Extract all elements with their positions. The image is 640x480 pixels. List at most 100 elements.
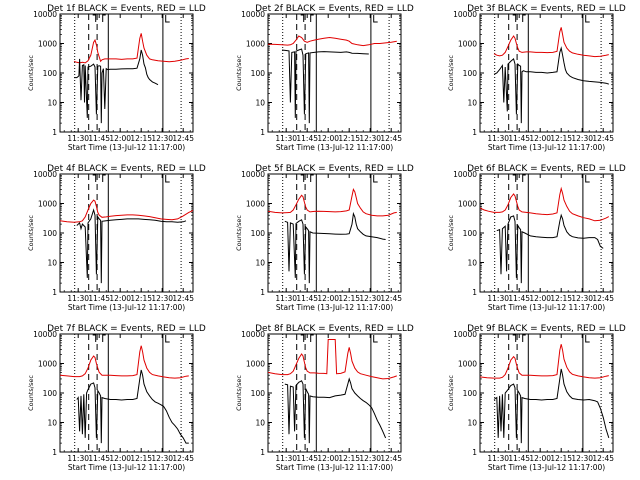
finish-marker [310, 334, 314, 342]
events-series-line [76, 369, 189, 444]
y-tick-label: 10000 [33, 10, 57, 19]
y-tick-label: 1 [52, 128, 57, 137]
x-tick-label: 12:30 [151, 294, 173, 303]
events-series-line [74, 49, 159, 124]
events-series-line [493, 368, 610, 444]
x-tick-label: 11:45 [296, 454, 318, 463]
y-tick-label: 10 [255, 99, 265, 108]
x-axis-label: Start Time (13-Jul-12 11:17:00) [276, 463, 393, 472]
finish-marker [310, 14, 314, 22]
start-marker [92, 334, 97, 342]
lld-series-line [60, 199, 193, 223]
y-tick-label: 1 [260, 448, 265, 457]
x-tick-label: 12:00 [529, 134, 551, 143]
finish-marker [310, 174, 314, 182]
panel-title: Det 5f BLACK = Events, RED = LLD [255, 164, 414, 174]
finish-marker [522, 334, 526, 342]
x-tick-label: 12:30 [571, 294, 593, 303]
lld-series-line [493, 27, 609, 58]
plot-frame [479, 333, 614, 453]
y-tick-label: 1000 [246, 40, 265, 49]
start-marker [300, 174, 305, 182]
y-tick-label: 10 [255, 259, 265, 268]
panel-title: Det 8f BLACK = Events, RED = LLD [255, 324, 414, 334]
y-axis-label: Counts/sec [27, 55, 35, 91]
start-marker [512, 334, 517, 342]
start-marker [300, 334, 305, 342]
x-axis-label: Start Time (13-Jul-12 11:17:00) [276, 143, 393, 152]
panel-5: Det 5f BLACK = Events, RED = LLD 1 10 100 10… [235, 164, 414, 312]
x-tick-label: 11:30 [67, 134, 89, 143]
y-tick-label: 1 [472, 448, 477, 457]
x-tick-label: 12:45 [172, 134, 194, 143]
x-tick-label: 11:30 [275, 134, 297, 143]
x-tick-label: 12:30 [571, 454, 593, 463]
lld-series-line [268, 339, 397, 380]
events-series-line [284, 377, 387, 444]
y-tick-label: 10000 [241, 170, 265, 179]
x-tick-label: 12:15 [550, 134, 572, 143]
y-axis-label: Counts/sec [235, 55, 243, 91]
plot-frame [59, 173, 194, 293]
panel-title: Det 6f BLACK = Events, RED = LLD [467, 164, 626, 174]
x-axis-label: Start Time (13-Jul-12 11:17:00) [276, 303, 393, 312]
panel-title: Det 4f BLACK = Events, RED = LLD [47, 164, 206, 174]
x-tick-label: 11:30 [487, 134, 509, 143]
start-marker [92, 174, 97, 182]
x-tick-label: 12:15 [550, 454, 572, 463]
events-series-line [281, 48, 369, 124]
end-marker [373, 15, 378, 23]
x-axis-label: Start Time (13-Jul-12 11:17:00) [68, 143, 185, 152]
y-axis-label: Counts/sec [235, 215, 243, 251]
y-tick-label: 100 [251, 229, 266, 238]
x-tick-label: 11:30 [67, 294, 89, 303]
x-axis-label: Start Time (13-Jul-12 11:17:00) [488, 463, 605, 472]
panel-title: Det 9f BLACK = Events, RED = LLD [467, 324, 626, 334]
lld-series-line [268, 35, 397, 47]
y-tick-label: 10 [255, 419, 265, 428]
y-axis-label: Counts/sec [27, 375, 35, 411]
start-marker [512, 14, 517, 22]
plot-frame [267, 13, 402, 133]
start-marker [92, 14, 97, 22]
finish-marker [102, 174, 106, 182]
finish-marker [522, 174, 526, 182]
y-tick-label: 10000 [453, 330, 477, 339]
panel-1: Det 1f BLACK = Events, RED = LLD 1 10 100 10… [27, 4, 206, 152]
panel-6: Det 6f BLACK = Events, RED = LLD 1 10 100 10… [447, 164, 626, 312]
end-marker [585, 175, 590, 183]
x-tick-label: 12:45 [592, 454, 614, 463]
x-tick-label: 12:45 [380, 454, 402, 463]
x-tick-label: 12:15 [130, 454, 152, 463]
x-tick-label: 12:00 [317, 454, 339, 463]
events-series-line [496, 213, 604, 284]
end-marker [585, 15, 590, 23]
x-tick-label: 12:45 [592, 294, 614, 303]
panel-9: Det 9f BLACK = Events, RED = LLD 1 10 100 10… [447, 324, 626, 472]
y-tick-label: 1 [52, 448, 57, 457]
x-tick-label: 12:00 [529, 294, 551, 303]
y-tick-label: 1000 [458, 40, 477, 49]
panel-7: Det 7f BLACK = Events, RED = LLD 1 10 100 10… [27, 324, 206, 472]
y-tick-label: 100 [251, 389, 266, 398]
y-axis-label: Counts/sec [447, 55, 455, 91]
x-axis-label: Start Time (13-Jul-12 11:17:00) [488, 303, 605, 312]
x-tick-label: 11:45 [508, 454, 530, 463]
x-tick-label: 12:45 [172, 454, 194, 463]
y-tick-label: 10000 [453, 170, 477, 179]
finish-marker [102, 334, 106, 342]
y-axis-label: Counts/sec [447, 375, 455, 411]
lld-series-line [60, 345, 189, 379]
x-tick-label: 11:45 [88, 134, 110, 143]
y-tick-label: 1000 [38, 200, 57, 209]
y-tick-label: 100 [251, 69, 266, 78]
y-tick-label: 10 [467, 99, 477, 108]
panel-title: Det 2f BLACK = Events, RED = LLD [255, 4, 414, 14]
panel-4: Det 4f BLACK = Events, RED = LLD 1 10 100 10… [27, 164, 206, 312]
x-tick-label: 12:30 [151, 454, 173, 463]
end-marker [373, 175, 378, 183]
x-tick-label: 12:30 [359, 134, 381, 143]
x-tick-label: 11:45 [508, 134, 530, 143]
x-tick-label: 12:15 [550, 294, 572, 303]
y-tick-label: 10000 [241, 330, 265, 339]
